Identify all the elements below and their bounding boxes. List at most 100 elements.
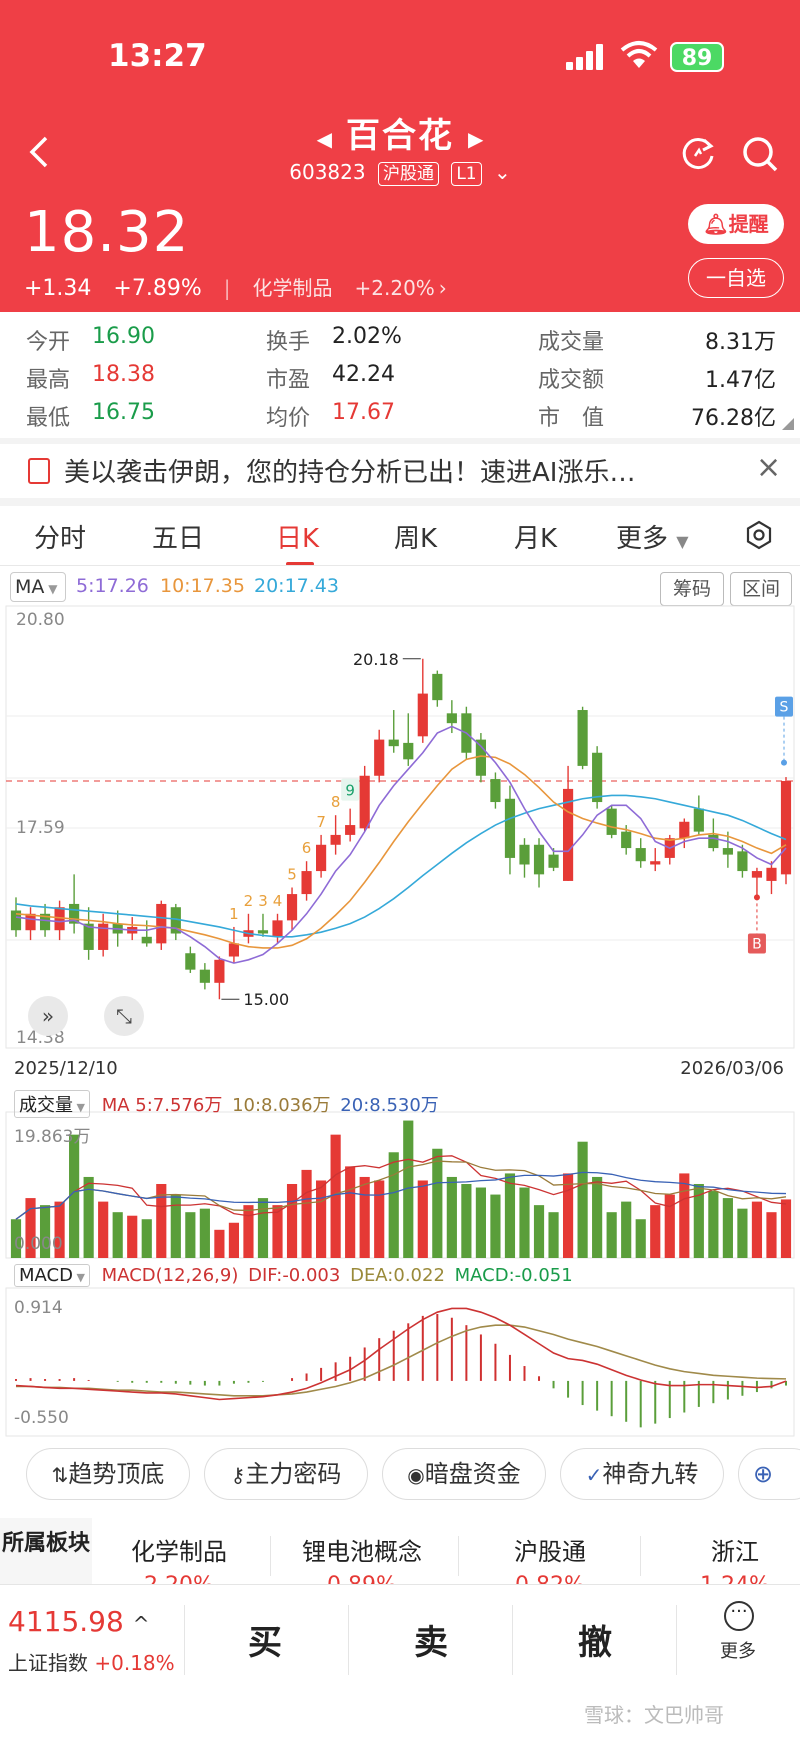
volume-bar bbox=[127, 1215, 138, 1258]
price-change-row: +1.34 +7.89% | 化学制品 +2.20% › bbox=[24, 276, 447, 301]
prev-stock-icon[interactable]: ◀ bbox=[316, 126, 332, 151]
battery-indicator: 89 bbox=[670, 42, 724, 72]
nine-turn-label: 7 bbox=[316, 813, 326, 831]
volume-bar bbox=[374, 1180, 385, 1258]
dea-line bbox=[16, 1324, 787, 1397]
nine-turn-label: 8 bbox=[331, 793, 341, 811]
cancel-order-button[interactable]: 撤 bbox=[578, 1623, 612, 1663]
sector-item[interactable]: 化学制品 2.20% bbox=[131, 1538, 227, 1590]
add-watchlist-button[interactable]: 一自选 bbox=[688, 258, 784, 298]
stock-name: 百合花 bbox=[346, 116, 454, 156]
macd-params: MACD(12,26,9) bbox=[101, 1265, 239, 1286]
nine-turn-label: 1 bbox=[229, 905, 239, 923]
volume-bar bbox=[562, 1173, 574, 1258]
back-arrow-icon[interactable] bbox=[24, 132, 54, 172]
ma-selector[interactable]: MA ▼ bbox=[10, 572, 66, 602]
trend-icon: ⇅ bbox=[51, 1463, 69, 1487]
candle-body bbox=[417, 693, 428, 737]
more-pill-button[interactable]: ⊕ bbox=[738, 1448, 800, 1500]
search-icon[interactable] bbox=[740, 134, 780, 174]
volume-ma-line bbox=[15, 1155, 787, 1220]
volume-bar bbox=[214, 1229, 225, 1258]
index-value-row[interactable]: 4115.98 ^ bbox=[8, 1605, 150, 1638]
volume-bar bbox=[679, 1173, 690, 1258]
tab-intraday[interactable]: 分时 bbox=[34, 524, 87, 554]
start-date: 2025/12/10 bbox=[14, 1058, 118, 1079]
candle-body bbox=[228, 943, 240, 957]
refresh-icon[interactable] bbox=[678, 134, 718, 174]
bell-icon: 🔔︎ bbox=[703, 212, 729, 236]
fullscreen-icon[interactable]: ⤡ bbox=[104, 996, 144, 1036]
high-price: 18.38 bbox=[92, 362, 155, 387]
volume-bar bbox=[780, 1199, 792, 1258]
tab-five-day[interactable]: 五日 bbox=[152, 524, 205, 554]
volume-bar bbox=[446, 1176, 457, 1258]
volume-bar bbox=[286, 1183, 298, 1258]
settings-icon[interactable] bbox=[744, 520, 774, 550]
tab-more[interactable]: 更多 ▼ bbox=[616, 524, 689, 554]
turnover-rate: 2.02% bbox=[332, 324, 402, 349]
main-force-code-button[interactable]: ⚷主力密码 bbox=[204, 1448, 368, 1500]
sector-item[interactable]: 锂电池概念 0.89% bbox=[302, 1538, 422, 1590]
volume-bar bbox=[519, 1187, 530, 1258]
magic-nine-turn-button[interactable]: ✓神奇九转 bbox=[560, 1448, 724, 1500]
key-icon: ⚷ bbox=[230, 1463, 246, 1487]
news-banner[interactable]: 美以袭击伊朗，您的持仓分析已出！速进AI涨乐… × bbox=[0, 446, 800, 494]
more-label[interactable]: 更多 bbox=[720, 1641, 756, 1662]
chevron-down-icon[interactable]: ⌄ bbox=[493, 160, 511, 184]
candle-body bbox=[592, 752, 603, 803]
buy-button[interactable]: 买 bbox=[248, 1623, 282, 1663]
volume-frame bbox=[5, 1111, 795, 1259]
candle-body bbox=[83, 923, 94, 950]
nine-turn-label: 2 bbox=[244, 892, 254, 910]
volume-bar bbox=[577, 1141, 588, 1258]
candle-body bbox=[737, 851, 748, 872]
sector-link[interactable]: 化学制品 bbox=[252, 276, 333, 300]
more-icon[interactable]: ··· bbox=[724, 1601, 754, 1631]
volume-ma20: 20:8.530万 bbox=[340, 1095, 439, 1116]
dark-pool-funds-button[interactable]: ◉暗盘资金 bbox=[382, 1448, 546, 1500]
candle-body bbox=[214, 959, 225, 983]
pe-ratio: 42.24 bbox=[332, 362, 395, 387]
low-marker-label: 15.00 bbox=[243, 990, 289, 1009]
sector-item[interactable]: 浙江 1.24% bbox=[700, 1538, 770, 1590]
volume-bar bbox=[54, 1201, 65, 1258]
macd-dea: DEA:0.022 bbox=[350, 1265, 445, 1286]
volume-bar bbox=[112, 1212, 123, 1258]
feature-pills: ⇅趋势顶底 ⚷主力密码 ◉暗盘资金 ✓神奇九转 ⊕ bbox=[0, 1444, 800, 1504]
volume-bar bbox=[708, 1191, 719, 1258]
expand-corner-icon[interactable] bbox=[782, 418, 794, 430]
candle-body bbox=[780, 781, 792, 875]
remind-button[interactable]: 🔔︎提醒 bbox=[688, 204, 784, 244]
avg-price: 17.67 bbox=[332, 400, 395, 425]
expand-chart-icon[interactable]: » bbox=[28, 996, 68, 1036]
divider bbox=[0, 438, 800, 444]
volume-bar bbox=[272, 1205, 283, 1258]
volume-bar bbox=[199, 1208, 210, 1258]
volume-bar bbox=[170, 1194, 181, 1258]
check-icon: ✓ bbox=[585, 1463, 603, 1487]
trend-top-bottom-button[interactable]: ⇅趋势顶底 bbox=[26, 1448, 190, 1500]
volume-bar bbox=[722, 1198, 733, 1258]
price-change-pct: +7.89% bbox=[113, 276, 202, 301]
candle-body bbox=[533, 844, 545, 875]
volume-selector[interactable]: 成交量 ▼ bbox=[14, 1090, 90, 1118]
tab-weekly-k[interactable]: 周K bbox=[394, 524, 438, 554]
close-icon[interactable]: × bbox=[756, 450, 782, 485]
sector-item[interactable]: 沪股通 0.82% bbox=[514, 1538, 586, 1590]
volume-bar bbox=[606, 1212, 617, 1258]
candle-body bbox=[621, 831, 632, 849]
volume-bar bbox=[228, 1222, 240, 1258]
news-banner-text: 美以袭击伊朗，您的持仓分析已出！速进AI涨乐… bbox=[64, 458, 636, 488]
volume-bar bbox=[156, 1183, 167, 1258]
volume-bar bbox=[417, 1180, 428, 1258]
sell-button[interactable]: 卖 bbox=[414, 1623, 448, 1663]
tab-monthly-k[interactable]: 月K bbox=[514, 524, 558, 554]
volume-bar bbox=[548, 1212, 559, 1258]
next-stock-icon[interactable]: ▶ bbox=[468, 126, 484, 151]
tab-daily-k[interactable]: 日K bbox=[276, 524, 320, 554]
volume-max-label: 19.863万 bbox=[14, 1127, 91, 1147]
macd-selector[interactable]: MACD ▼ bbox=[14, 1264, 90, 1287]
volume-bar bbox=[461, 1183, 472, 1258]
